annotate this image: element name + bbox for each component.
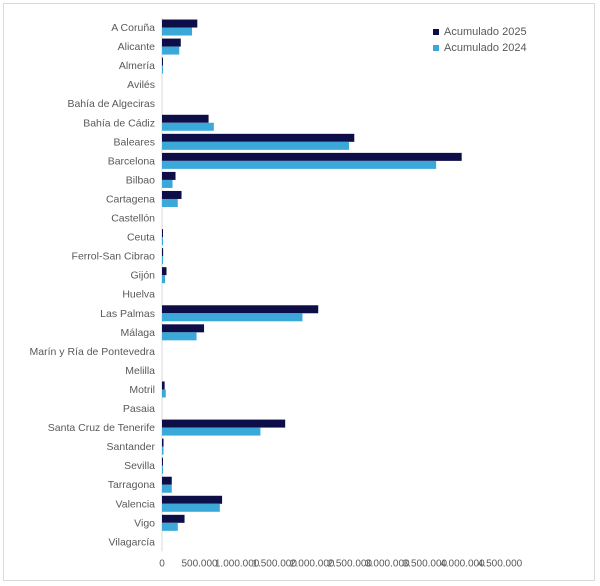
- x-tick-label: 1.500.000: [252, 558, 297, 569]
- category-label: Baleares: [114, 136, 155, 148]
- bar-acumulado-2025: [162, 19, 198, 28]
- category-label: Melilla: [125, 365, 155, 377]
- bar-acumulado-2025: [162, 438, 164, 447]
- category-label: Vigo: [134, 517, 155, 529]
- x-tick-label: 4.500.000: [478, 558, 523, 569]
- bar-acumulado-2024: [162, 313, 303, 322]
- category-label: Barcelona: [108, 155, 155, 167]
- category-label: Sevilla: [124, 460, 155, 472]
- category-label: Santa Cruz de Tenerife: [48, 422, 155, 434]
- x-tick-label: 0: [159, 558, 165, 569]
- category-label: A Coruña: [111, 22, 155, 34]
- category-label: Ferrol-San Cibrao: [72, 251, 156, 263]
- category-label: Ceuta: [127, 232, 155, 244]
- bar-acumulado-2025: [162, 229, 163, 238]
- bar-acumulado-2024: [162, 275, 166, 284]
- bar-acumulado-2024: [162, 446, 164, 455]
- category-label: Castellón: [111, 213, 155, 225]
- x-tick-label: 3.000.000: [365, 558, 410, 569]
- category-label: Bahía de Algeciras: [67, 98, 155, 110]
- bar-acumulado-2025: [162, 248, 164, 257]
- bar-acumulado-2025: [162, 324, 205, 333]
- bar-acumulado-2025: [162, 152, 462, 161]
- bar-acumulado-2025: [162, 495, 223, 504]
- bar-acumulado-2025: [162, 171, 176, 180]
- bar-acumulado-2024: [162, 27, 193, 36]
- x-tick-label: 500.000: [181, 558, 218, 569]
- bar-acumulado-2025: [162, 381, 165, 390]
- bar-acumulado-2024: [162, 141, 350, 150]
- bar-acumulado-2025: [162, 419, 286, 428]
- category-label: Marín y Ría de Pontevedra: [30, 346, 156, 358]
- category-label: Vilagarcía: [108, 536, 155, 548]
- category-label: Huelva: [122, 289, 155, 301]
- chart-frame: [3, 3, 595, 581]
- bar-acumulado-2024: [162, 503, 220, 512]
- bar-acumulado-2025: [162, 57, 163, 66]
- bar-acumulado-2024: [162, 256, 163, 265]
- category-label: Avilés: [127, 79, 155, 91]
- category-label: Bilbao: [126, 174, 155, 186]
- bar-acumulado-2024: [162, 484, 172, 493]
- bar-acumulado-2024: [162, 465, 163, 474]
- legend-swatch: [433, 29, 439, 35]
- category-label: Tarragona: [108, 479, 155, 491]
- category-label: Valencia: [116, 498, 156, 510]
- bar-acumulado-2024: [162, 160, 437, 169]
- category-label: Cartagena: [106, 193, 155, 205]
- bar-acumulado-2024: [162, 46, 180, 55]
- legend-swatch: [433, 45, 439, 51]
- category-label: Santander: [107, 441, 156, 453]
- bar-acumulado-2025: [162, 476, 172, 485]
- bar-acumulado-2025: [162, 38, 181, 47]
- bar-acumulado-2024: [162, 198, 178, 207]
- bar-acumulado-2025: [162, 190, 182, 199]
- bar-acumulado-2024: [162, 179, 173, 188]
- category-label: Málaga: [121, 327, 156, 339]
- bar-acumulado-2025: [162, 114, 209, 123]
- bar-acumulado-2024: [162, 389, 166, 398]
- legend-label: Acumulado 2024: [444, 42, 527, 54]
- x-tick-label: 2.500.000: [328, 558, 373, 569]
- x-tick-label: 2.000.000: [290, 558, 335, 569]
- x-tick-label: 1.000.000: [215, 558, 260, 569]
- category-label: Motril: [129, 384, 155, 396]
- bar-acumulado-2025: [162, 514, 185, 523]
- bar-acumulado-2024: [162, 237, 163, 246]
- bar-acumulado-2025: [162, 305, 319, 314]
- category-label: Bahía de Cádiz: [83, 117, 155, 129]
- category-label: Pasaia: [123, 403, 155, 415]
- bar-acumulado-2024: [162, 122, 214, 131]
- bar-acumulado-2024: [162, 65, 163, 74]
- x-tick-label: 4.000.000: [440, 558, 485, 569]
- legend-label: Acumulado 2025: [444, 26, 527, 38]
- bar-acumulado-2025: [162, 457, 163, 466]
- bar-acumulado-2024: [162, 427, 261, 436]
- category-label: Almería: [119, 60, 155, 72]
- category-label: Alicante: [118, 41, 156, 53]
- bar-acumulado-2025: [162, 267, 167, 276]
- category-label: Las Palmas: [100, 308, 155, 320]
- x-tick-label: 3.500.000: [403, 558, 448, 569]
- bar-acumulado-2024: [162, 522, 178, 531]
- bar-acumulado-2025: [162, 133, 355, 142]
- category-label: Gijón: [130, 270, 155, 282]
- bar-acumulado-2024: [162, 332, 197, 341]
